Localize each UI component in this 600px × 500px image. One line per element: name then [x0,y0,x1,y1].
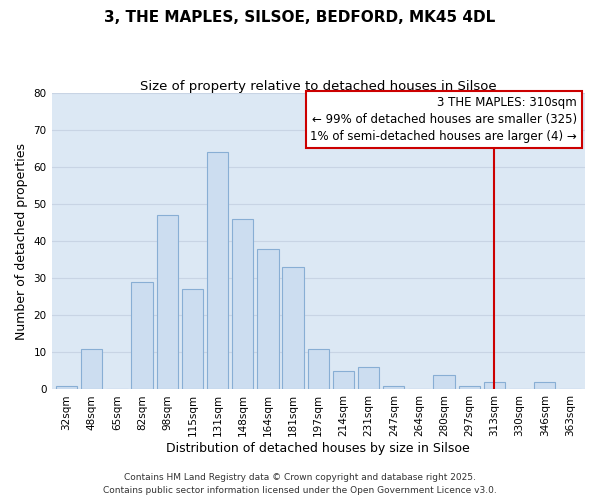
Bar [157,216,178,390]
Bar [131,282,153,390]
Text: 3, THE MAPLES, SILSOE, BEDFORD, MK45 4DL: 3, THE MAPLES, SILSOE, BEDFORD, MK45 4DL [104,10,496,25]
Bar [358,367,379,390]
Bar [333,371,354,390]
Bar [232,219,253,390]
Bar [458,386,480,390]
Bar [182,290,203,390]
Text: 3 THE MAPLES: 310sqm
← 99% of detached houses are smaller (325)
1% of semi-detac: 3 THE MAPLES: 310sqm ← 99% of detached h… [310,96,577,143]
Y-axis label: Number of detached properties: Number of detached properties [15,142,28,340]
Bar [433,374,455,390]
Title: Size of property relative to detached houses in Silsoe: Size of property relative to detached ho… [140,80,497,93]
Bar [207,152,229,390]
Bar [257,248,278,390]
Bar [308,348,329,390]
Bar [484,382,505,390]
X-axis label: Distribution of detached houses by size in Silsoe: Distribution of detached houses by size … [166,442,470,455]
Bar [56,386,77,390]
Bar [534,382,556,390]
Bar [383,386,404,390]
Bar [283,267,304,390]
Text: Contains HM Land Registry data © Crown copyright and database right 2025.
Contai: Contains HM Land Registry data © Crown c… [103,474,497,495]
Bar [81,348,103,390]
